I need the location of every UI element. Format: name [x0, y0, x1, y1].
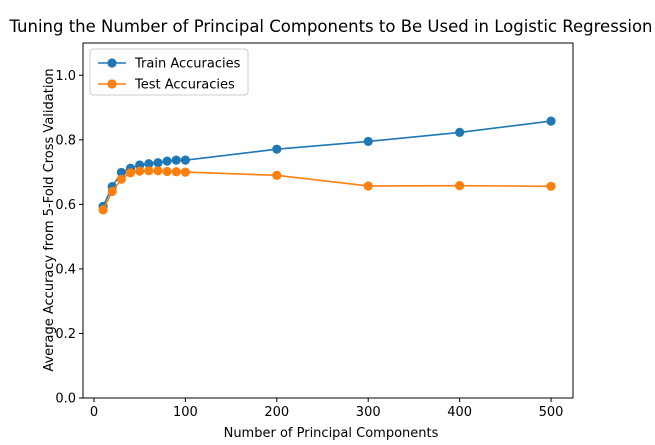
- legend-label-1: Test Accuracies: [134, 78, 235, 93]
- data-point-1-6: [153, 166, 163, 176]
- data-point-0-13: [546, 116, 556, 126]
- series-line-1: [102, 170, 552, 211]
- data-point-0-8: [171, 155, 181, 165]
- data-point-0-7: [162, 156, 172, 166]
- y-tick-label-0: 0.0: [55, 392, 76, 407]
- y-tick-label-1: 0.2: [55, 327, 76, 342]
- data-point-0-5: [144, 159, 154, 169]
- x-axis-label: Number of Principal Components: [224, 426, 439, 441]
- x-tick-label-1: 100: [173, 405, 198, 420]
- x-tick-label-3: 300: [356, 405, 381, 420]
- x-tick-label-5: 500: [539, 405, 564, 420]
- data-point-0-12: [455, 127, 465, 137]
- x-tick-label-4: 400: [447, 405, 472, 420]
- data-point-0-2: [116, 167, 126, 178]
- legend-label-0: Train Accuracies: [134, 57, 241, 72]
- data-point-0-6: [153, 158, 163, 168]
- legend-box: [89, 48, 249, 96]
- data-point-0-9: [180, 155, 190, 165]
- data-point-1-8: [171, 167, 181, 177]
- plot-area: 0 100 200 300 400 500 0.0 0.2 0.4 0.6 0.8 1.0 Train …: [55, 42, 574, 420]
- data-point-1-9: [180, 167, 190, 177]
- y-tick-label-2: 0.4: [55, 262, 76, 277]
- data-point-1-13: [546, 181, 556, 191]
- data-point-1-0: [98, 205, 108, 215]
- y-tick-label-5: 1.0: [55, 69, 76, 84]
- x-tick-label-0: 0: [90, 405, 98, 420]
- data-point-1-1: [107, 186, 117, 197]
- data-point-1-4: [135, 166, 145, 176]
- legend-marker-0: [107, 58, 117, 68]
- chart-title: Tuning the Number of Principal Component…: [8, 17, 652, 36]
- data-point-1-7: [162, 166, 172, 177]
- y-tick-label-4: 0.8: [55, 133, 76, 148]
- data-point-1-10: [272, 170, 282, 180]
- y-tick-label-3: 0.6: [55, 198, 76, 213]
- data-point-1-11: [363, 181, 373, 191]
- legend-marker-1: [107, 79, 117, 89]
- y-axis-label: Average Accuracy from 5-Fold Cross Valid…: [42, 68, 57, 371]
- data-point-0-11: [363, 136, 373, 147]
- plot-frame: [82, 42, 574, 399]
- x-tick-label-2: 200: [264, 405, 289, 420]
- data-point-1-2: [116, 174, 126, 184]
- data-point-1-12: [455, 181, 465, 191]
- data-point-1-5: [144, 166, 154, 176]
- data-point-1-3: [125, 168, 136, 178]
- data-point-0-10: [272, 144, 282, 154]
